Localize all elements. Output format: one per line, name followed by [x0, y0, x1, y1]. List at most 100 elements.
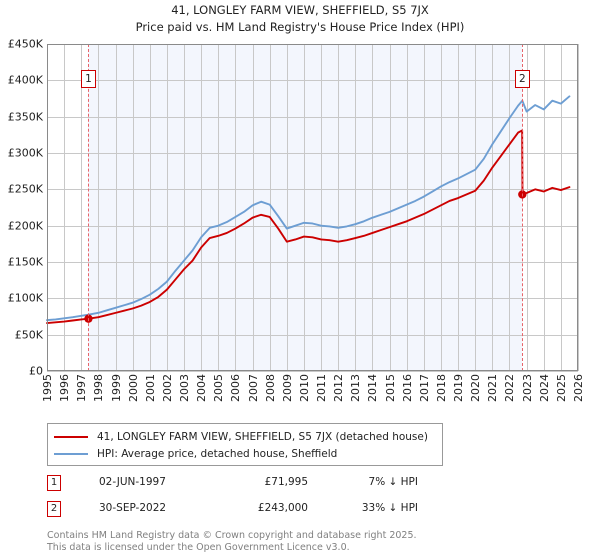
x-tick-label: 2016	[400, 374, 414, 402]
gridline-vertical	[560, 44, 562, 371]
row-flag-2: 2	[47, 501, 61, 517]
y-tick-label: £200K	[7, 219, 43, 233]
x-tick-label: 1996	[58, 374, 72, 402]
gridline-horizontal	[47, 298, 578, 300]
x-tick-label: 1998	[92, 374, 106, 402]
x-tick-label: 2004	[195, 374, 209, 402]
gridline-vertical	[355, 44, 357, 371]
legend-swatch-hpi	[54, 452, 88, 455]
gridline-vertical	[303, 44, 305, 371]
x-tick-label: 2024	[537, 374, 551, 402]
gridline-vertical	[149, 44, 151, 371]
title-line-1: 41, LONGLEY FARM VIEW, SHEFFIELD, S5 7JX	[171, 3, 429, 17]
x-tick-label: 2000	[126, 374, 140, 402]
footer-attribution: Contains HM Land Registry data © Crown c…	[47, 530, 567, 553]
gridline-vertical	[98, 44, 100, 371]
gridline-vertical	[389, 44, 391, 371]
footer-line-2: This data is licensed under the Open Gov…	[47, 541, 350, 553]
gridline-vertical	[509, 44, 511, 371]
gridline-horizontal	[47, 371, 578, 372]
gridline-vertical	[338, 44, 340, 371]
x-tick-label: 2026	[572, 374, 585, 402]
transaction-flag-1[interactable]: 1	[80, 70, 96, 88]
series-line	[46, 129, 571, 324]
x-tick-label: 2013	[349, 374, 363, 402]
x-tick-label: 2001	[143, 374, 157, 402]
gridline-vertical	[543, 44, 545, 371]
title-line-2: Price paid vs. HM Land Registry's House …	[135, 20, 465, 34]
gridline-vertical	[406, 44, 408, 371]
transaction-vline	[88, 44, 90, 371]
row-price-1: £71,995	[264, 476, 308, 488]
x-tick-label: 2012	[332, 374, 346, 402]
series-lines	[46, 95, 571, 324]
row-hpi-delta-1: 7% ↓ HPI	[368, 476, 418, 488]
gridline-vertical	[81, 44, 83, 371]
x-tick-label: 2021	[486, 374, 500, 402]
x-tick-label: 2019	[452, 374, 466, 402]
row-price-2: £243,000	[257, 502, 308, 514]
gridline-vertical	[115, 44, 117, 371]
row-flag-1: 1	[47, 475, 61, 491]
row-hpi-delta-2: 33% ↓ HPI	[361, 502, 418, 514]
y-tick-label: £100K	[7, 291, 43, 305]
x-tick-label: 2009	[280, 374, 294, 402]
gridline-horizontal	[47, 153, 578, 154]
x-tick-label: 1995	[41, 374, 54, 402]
legend-label-price-paid: 41, LONGLEY FARM VIEW, SHEFFIELD, S5 7JX…	[97, 430, 428, 443]
x-tick-label: 2023	[520, 374, 534, 402]
gridline-vertical	[218, 44, 220, 371]
x-tick-label: 1999	[109, 374, 123, 402]
x-tick-label: 2022	[503, 374, 517, 402]
gridline-vertical	[269, 44, 271, 371]
x-tick-label: 2007	[246, 374, 260, 402]
y-tick-label: £400K	[7, 73, 43, 87]
gridline-vertical	[423, 44, 425, 371]
x-tick-label: 2014	[366, 374, 380, 402]
gridline-vertical	[184, 44, 186, 371]
x-tick-label: 2017	[417, 374, 431, 402]
gridline-vertical	[64, 44, 66, 371]
x-tick-label: 2011	[315, 374, 329, 402]
gridline-vertical	[458, 44, 460, 371]
y-tick-label: £50K	[14, 328, 43, 342]
gridline-horizontal	[47, 334, 578, 336]
y-tick-label: £300K	[7, 146, 43, 160]
x-tick-label: 2018	[434, 374, 448, 402]
gridline-vertical	[440, 44, 442, 371]
series-line	[46, 95, 571, 322]
y-axis-labels: £0 £50K £100K £150K £200K £250K £300K £350K £400…	[0, 38, 43, 378]
y-tick-label: £350K	[7, 110, 43, 124]
x-tick-label: 2002	[160, 374, 174, 402]
transactions-table: 1 02-JUN-1997 £71,995 7% ↓ HPI 2 30-SEP-…	[47, 474, 447, 526]
gridline-horizontal	[47, 225, 578, 227]
row-date-1: 02-JUN-1997	[99, 476, 166, 488]
gridline-horizontal	[47, 116, 578, 118]
x-tick-label: 2025	[554, 374, 568, 402]
x-tick-label: 2003	[178, 374, 192, 402]
legend-item: HPI: Average price, detached house, Shef…	[54, 445, 436, 462]
x-tick-label: 2006	[229, 374, 243, 402]
x-tick-label: 2015	[383, 374, 397, 402]
x-tick-label: 2008	[263, 374, 277, 402]
gridline-vertical	[492, 44, 494, 371]
table-row: 1 02-JUN-1997 £71,995 7% ↓ HPI	[47, 474, 447, 500]
y-tick-label: £0	[29, 364, 43, 378]
ownership-span-highlight	[88, 44, 523, 371]
chart-legend: 41, LONGLEY FARM VIEW, SHEFFIELD, S5 7JX…	[47, 423, 443, 466]
gridline-vertical	[286, 44, 288, 371]
x-tick-label: 2005	[212, 374, 226, 402]
transaction-flag-2[interactable]: 2	[514, 70, 530, 88]
gridline-vertical	[372, 44, 374, 371]
gridline-vertical	[166, 44, 168, 371]
gridline-vertical	[252, 44, 254, 371]
y-tick-label: £150K	[7, 255, 43, 269]
gridline-horizontal	[47, 262, 578, 263]
gridline-vertical	[321, 44, 323, 371]
gridline-vertical	[235, 44, 237, 371]
transaction-vline	[522, 44, 524, 371]
gridline-horizontal	[47, 80, 578, 82]
gridline-vertical	[201, 44, 203, 371]
gridline-vertical	[578, 44, 579, 371]
